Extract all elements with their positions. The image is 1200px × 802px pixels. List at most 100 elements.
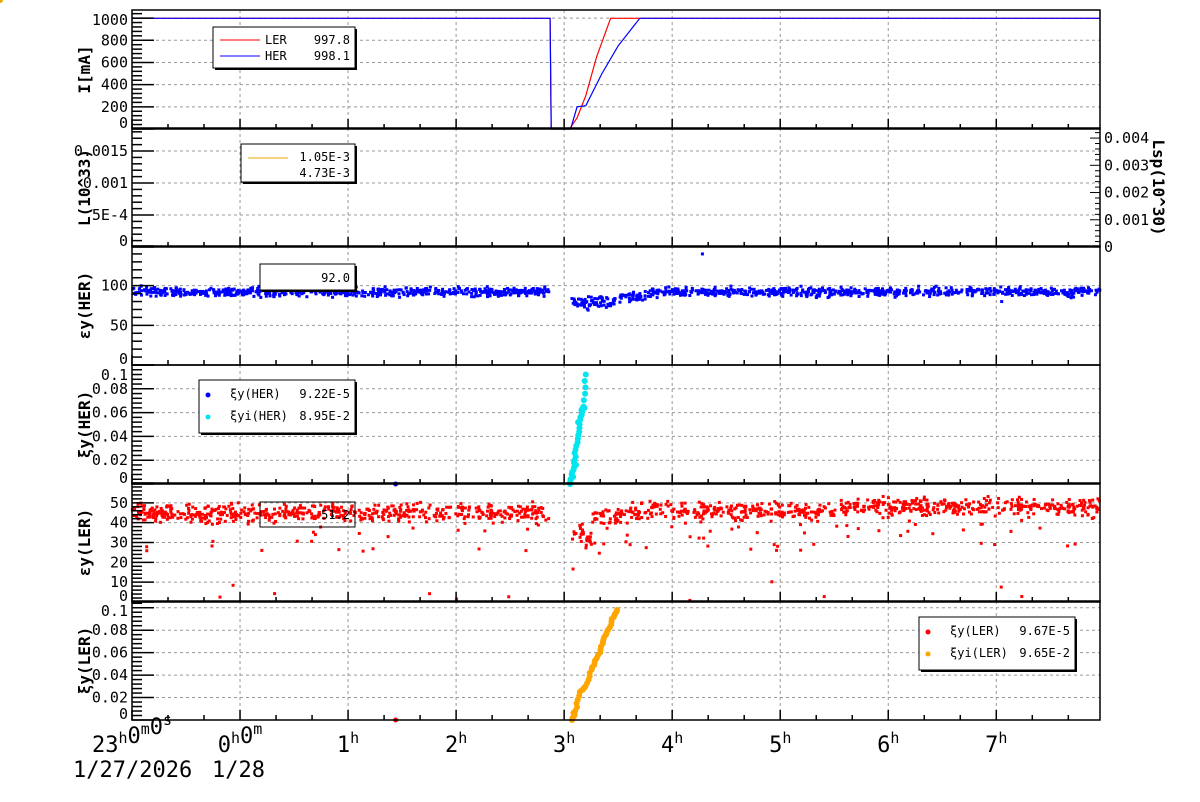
data-point — [643, 511, 647, 515]
data-point — [406, 294, 410, 298]
data-point — [925, 509, 929, 513]
data-point — [154, 519, 158, 523]
data-point — [653, 291, 657, 295]
data-point — [573, 299, 577, 303]
data-point — [700, 502, 704, 506]
data-point — [203, 517, 207, 521]
data-point — [1082, 498, 1086, 502]
data-point — [182, 289, 186, 293]
data-point — [515, 513, 519, 517]
data-point — [867, 505, 871, 509]
data-point — [534, 522, 538, 526]
data-point — [905, 502, 909, 506]
data-point — [379, 288, 383, 292]
data-point — [740, 518, 744, 522]
data-point — [236, 501, 240, 505]
data-point — [1009, 502, 1013, 506]
data-point — [457, 512, 461, 516]
data-point — [542, 291, 546, 295]
data-point — [489, 514, 493, 518]
data-point — [1054, 291, 1058, 295]
y-tick-label: 0 — [119, 587, 128, 605]
data-point — [462, 292, 466, 296]
data-point — [1082, 286, 1086, 290]
data-point — [722, 292, 726, 296]
data-point — [532, 289, 536, 293]
data-point — [1020, 518, 1024, 522]
data-point — [231, 519, 235, 523]
data-point — [227, 504, 231, 508]
data-point — [425, 289, 429, 293]
data-point — [289, 290, 293, 294]
data-point — [230, 287, 234, 291]
data-point — [335, 508, 339, 512]
data-point — [1042, 506, 1046, 510]
data-point — [635, 516, 639, 520]
data-point — [291, 510, 295, 514]
data-point — [1060, 505, 1064, 509]
y-tick-label: 0.1 — [101, 366, 128, 384]
data-point — [845, 509, 849, 513]
data-point — [625, 521, 629, 525]
data-point — [187, 511, 191, 515]
data-point — [1032, 512, 1036, 516]
data-point — [716, 289, 720, 293]
data-point — [926, 289, 930, 293]
data-point — [297, 506, 301, 510]
data-point — [964, 498, 968, 502]
data-point — [321, 292, 325, 296]
data-point — [377, 287, 381, 291]
data-point — [624, 295, 628, 299]
data-point — [483, 290, 487, 294]
data-point — [142, 518, 146, 522]
data-point — [751, 291, 755, 295]
data-point — [946, 505, 950, 509]
data-point — [807, 286, 811, 290]
data-point — [693, 515, 697, 519]
data-point — [937, 290, 941, 294]
data-point — [782, 513, 786, 517]
data-point — [440, 514, 444, 518]
data-point — [980, 288, 984, 292]
data-point — [296, 292, 300, 296]
data-point — [442, 294, 446, 298]
data-point — [802, 531, 806, 535]
data-point — [508, 517, 512, 521]
legend-xii-ler-value: 9.65E-2 — [1019, 646, 1070, 660]
data-point — [639, 294, 643, 298]
data-point — [919, 509, 923, 513]
data-point — [844, 513, 848, 517]
data-point — [886, 496, 890, 500]
data-point — [437, 288, 441, 292]
data-point — [420, 508, 424, 512]
data-point — [231, 293, 235, 297]
data-point — [875, 289, 879, 293]
legend-luminosity: 1.05E-3 4.73E-3 — [240, 143, 357, 184]
data-point — [171, 515, 175, 519]
data-point — [1083, 503, 1087, 507]
data-point — [459, 289, 463, 293]
data-point — [1049, 286, 1053, 290]
data-point — [769, 519, 773, 523]
data-point — [926, 505, 930, 509]
data-point — [170, 512, 174, 516]
data-point — [888, 505, 892, 509]
data-point — [473, 287, 477, 291]
data-point — [893, 295, 897, 299]
data-point — [419, 288, 423, 292]
data-point — [463, 288, 467, 292]
data-point — [1095, 510, 1099, 514]
data-point — [198, 289, 202, 293]
data-point — [1042, 290, 1046, 294]
data-point — [403, 514, 407, 518]
data-point — [1096, 497, 1100, 501]
data-point — [707, 288, 711, 292]
data-point — [956, 291, 960, 295]
data-point — [770, 291, 774, 295]
data-point — [709, 292, 713, 296]
data-point — [1008, 291, 1012, 295]
data-point — [801, 289, 805, 293]
data-point — [987, 507, 991, 511]
data-point — [209, 286, 213, 290]
data-point — [388, 511, 392, 515]
